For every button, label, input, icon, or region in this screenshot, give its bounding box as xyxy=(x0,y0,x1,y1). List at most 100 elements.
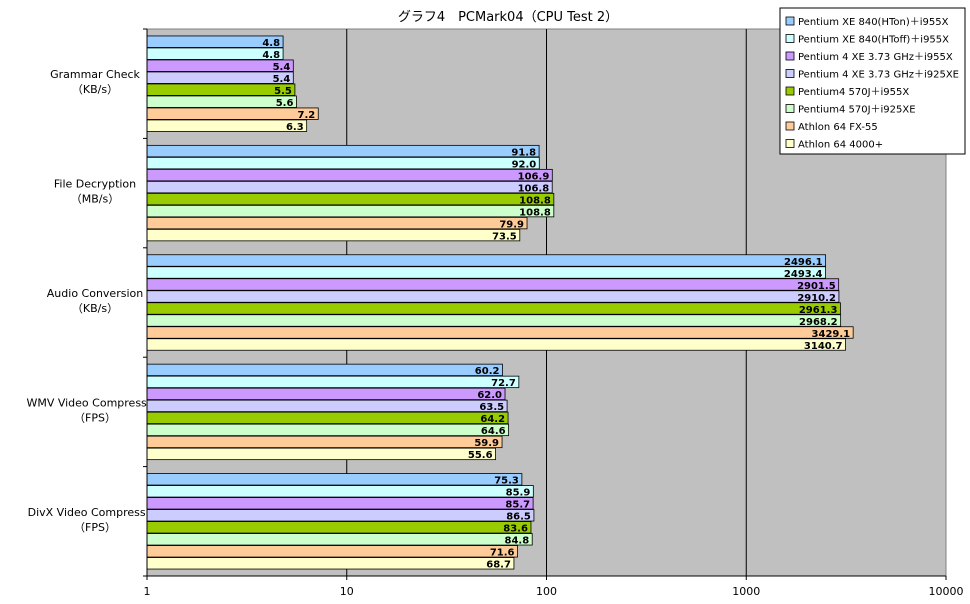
legend-swatch xyxy=(785,86,795,96)
legend-swatch xyxy=(785,121,795,131)
bar xyxy=(146,326,854,339)
data-label: 71.6 xyxy=(490,548,515,559)
legend-entry: Pentium 4 XE 3.73 GHz＋i955X xyxy=(798,52,953,63)
category-label: Audio Conversion xyxy=(47,287,143,300)
bar xyxy=(146,521,532,534)
data-label: 75.3 xyxy=(494,476,519,487)
bar xyxy=(146,216,528,230)
category-label: （FPS） xyxy=(74,411,116,424)
legend: Pentium XE 840(HTon)＋i955X Pentium XE 840… xyxy=(779,7,966,155)
category-label: （KB/s） xyxy=(72,302,118,315)
data-label: 106.9 xyxy=(518,171,550,182)
bar xyxy=(146,509,535,522)
category-label: Grammar Check xyxy=(50,68,140,81)
category-label: DivX Video Compression xyxy=(28,506,163,519)
data-label: 83.6 xyxy=(503,524,528,535)
category-label: WMV Video Compression xyxy=(26,396,163,409)
legend-entry: Athlon 64 4000+ xyxy=(798,140,883,151)
bar xyxy=(146,71,294,84)
data-label: 2493.4 xyxy=(784,269,823,280)
data-label: 91.8 xyxy=(511,147,536,158)
category-label: （MB/s） xyxy=(71,193,119,206)
data-label: 7.2 xyxy=(298,110,316,121)
category-label: （KB/s） xyxy=(72,83,118,96)
legend-swatch xyxy=(785,139,795,148)
category-label: File Decryption xyxy=(54,178,136,191)
bar xyxy=(146,144,540,158)
data-label: 64.6 xyxy=(481,426,506,437)
data-label: 106.8 xyxy=(518,183,550,194)
data-label: 2901.5 xyxy=(797,281,836,292)
data-label: 86.5 xyxy=(506,512,531,523)
legend-swatch xyxy=(785,104,795,113)
bar xyxy=(146,254,827,267)
bar xyxy=(146,180,553,194)
data-label: 2910.2 xyxy=(797,293,836,304)
data-label: 2961.3 xyxy=(799,305,838,316)
bar xyxy=(146,423,509,437)
bar xyxy=(146,119,308,132)
bar xyxy=(146,278,840,291)
data-label: 108.8 xyxy=(519,207,551,218)
tick-label-x: 10 xyxy=(340,585,354,598)
data-label: 64.2 xyxy=(480,414,505,425)
data-label: 79.9 xyxy=(499,219,524,230)
data-label: 60.2 xyxy=(475,366,500,377)
data-label: 84.8 xyxy=(505,536,530,547)
bar xyxy=(146,375,520,389)
data-label: 73.5 xyxy=(492,231,517,242)
data-label: 59.9 xyxy=(474,438,499,449)
bar xyxy=(146,399,508,413)
bar xyxy=(146,387,506,401)
bar xyxy=(146,266,826,279)
bar xyxy=(146,363,503,377)
legend-entry: Pentium XE 840(HToff)＋i955X xyxy=(798,35,949,46)
tick-label-x: 100 xyxy=(536,585,557,598)
data-label: 3429.1 xyxy=(812,329,851,340)
data-label: 5.4 xyxy=(273,62,291,73)
data-label: 6.3 xyxy=(286,122,304,133)
bar xyxy=(146,302,841,315)
data-label: 63.5 xyxy=(479,402,504,413)
bar xyxy=(146,107,319,120)
bar xyxy=(146,156,540,170)
bar xyxy=(146,168,553,182)
bar xyxy=(146,59,294,72)
legend-entry: Athlon 64 FX-55 xyxy=(798,122,878,133)
legend-swatch xyxy=(785,16,795,26)
data-label: 62.0 xyxy=(477,390,502,401)
data-label: 55.6 xyxy=(468,450,493,461)
data-label: 108.8 xyxy=(519,195,551,206)
bar xyxy=(146,485,534,498)
legend-swatch xyxy=(785,69,795,78)
data-label: 5.5 xyxy=(274,86,292,97)
tick-label-x: 1 xyxy=(144,585,151,598)
category-label: （FPS） xyxy=(74,521,116,534)
bar xyxy=(146,338,846,351)
tick-label-x: 1000 xyxy=(732,585,760,598)
data-label: 2968.2 xyxy=(799,317,838,328)
bar xyxy=(146,497,534,510)
data-label: 72.7 xyxy=(491,378,516,389)
bar xyxy=(146,228,521,242)
bar xyxy=(146,411,509,425)
data-label: 85.7 xyxy=(505,500,530,511)
data-label: 4.8 xyxy=(262,38,280,49)
bar xyxy=(146,204,555,218)
data-label: 5.4 xyxy=(273,74,291,85)
bar xyxy=(146,83,296,96)
legend-entry: Pentium4 570J＋i955X xyxy=(798,87,909,98)
bar xyxy=(146,473,523,486)
legend-box xyxy=(779,7,966,155)
tick-label-x: 10000 xyxy=(929,585,964,598)
data-label: 2496.1 xyxy=(784,257,823,268)
legend-entry: Pentium XE 840(HTon)＋i955X xyxy=(798,17,949,28)
bar xyxy=(146,533,533,546)
bar xyxy=(146,545,518,558)
bar xyxy=(146,435,503,449)
legend-swatch xyxy=(785,51,795,61)
bar xyxy=(146,95,297,108)
chart-title: グラフ4 PCMark04（CPU Test 2） xyxy=(398,10,618,25)
bar xyxy=(146,290,840,303)
